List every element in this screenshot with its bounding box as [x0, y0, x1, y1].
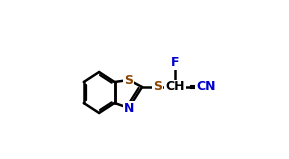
Text: CN: CN	[196, 80, 216, 93]
Text: N: N	[124, 101, 134, 114]
Text: CH: CH	[165, 80, 185, 93]
Text: S: S	[153, 80, 162, 93]
Text: S: S	[124, 73, 133, 86]
Text: F: F	[171, 55, 179, 69]
